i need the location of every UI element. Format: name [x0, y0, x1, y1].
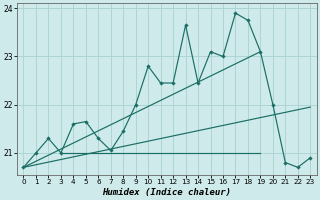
X-axis label: Humidex (Indice chaleur): Humidex (Indice chaleur)	[102, 188, 231, 197]
